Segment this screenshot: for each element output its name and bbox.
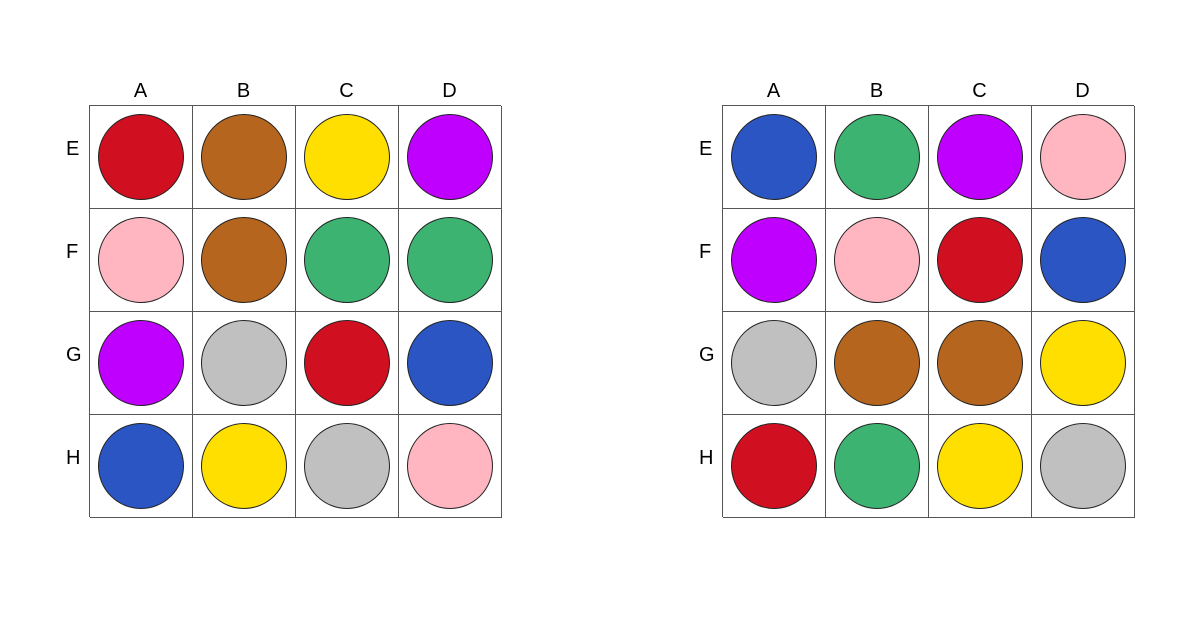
yellow-circle-piece[interactable]: [201, 423, 287, 509]
board-grid: [722, 105, 1135, 518]
cell-ch[interactable]: [296, 415, 399, 518]
cell-ag[interactable]: [723, 312, 826, 415]
column-label-d: D: [442, 80, 457, 102]
pink-circle-piece[interactable]: [407, 423, 493, 509]
row-label-f: F: [66, 241, 79, 263]
row-label-f: F: [699, 241, 712, 263]
red-circle-piece[interactable]: [304, 320, 390, 406]
cell-df[interactable]: [1032, 209, 1135, 312]
column-labels: A B C D: [89, 76, 501, 106]
right-board: A B C D E F G H: [693, 76, 1135, 521]
column-label-a: A: [766, 80, 781, 102]
green-circle-piece[interactable]: [407, 217, 493, 303]
cell-ae[interactable]: [90, 106, 193, 209]
cell-cf[interactable]: [929, 209, 1032, 312]
cell-bh[interactable]: [826, 415, 929, 518]
green-circle-piece[interactable]: [304, 217, 390, 303]
cell-ch[interactable]: [929, 415, 1032, 518]
row-labels: E F G H: [60, 105, 89, 517]
cell-bg[interactable]: [826, 312, 929, 415]
purple-circle-piece[interactable]: [407, 114, 493, 200]
cell-bg[interactable]: [193, 312, 296, 415]
column-label-b: B: [236, 80, 251, 102]
cell-ah[interactable]: [90, 415, 193, 518]
cell-de[interactable]: [399, 106, 502, 209]
red-circle-piece[interactable]: [98, 114, 184, 200]
left-board: A B C D E F G H: [60, 76, 502, 521]
purple-circle-piece[interactable]: [98, 320, 184, 406]
cell-ag[interactable]: [90, 312, 193, 415]
cell-cg[interactable]: [929, 312, 1032, 415]
column-labels: A B C D: [722, 76, 1134, 106]
row-label-g: G: [66, 344, 82, 366]
column-label-b: B: [869, 80, 884, 102]
row-label-h: H: [699, 447, 714, 469]
gray-circle-piece[interactable]: [1040, 423, 1126, 509]
brown-circle-piece[interactable]: [201, 217, 287, 303]
blue-circle-piece[interactable]: [98, 423, 184, 509]
red-circle-piece[interactable]: [731, 423, 817, 509]
cell-ce[interactable]: [296, 106, 399, 209]
cell-af[interactable]: [90, 209, 193, 312]
pink-circle-piece[interactable]: [834, 217, 920, 303]
row-label-h: H: [66, 447, 81, 469]
purple-circle-piece[interactable]: [937, 114, 1023, 200]
cell-dg[interactable]: [399, 312, 502, 415]
gray-circle-piece[interactable]: [731, 320, 817, 406]
cell-dg[interactable]: [1032, 312, 1135, 415]
board-grid: [89, 105, 502, 518]
cell-dh[interactable]: [1032, 415, 1135, 518]
cell-df[interactable]: [399, 209, 502, 312]
cell-af[interactable]: [723, 209, 826, 312]
yellow-circle-piece[interactable]: [304, 114, 390, 200]
green-circle-piece[interactable]: [834, 114, 920, 200]
column-label-d: D: [1075, 80, 1090, 102]
green-circle-piece[interactable]: [834, 423, 920, 509]
cell-bf[interactable]: [193, 209, 296, 312]
purple-circle-piece[interactable]: [731, 217, 817, 303]
column-label-c: C: [972, 80, 987, 102]
column-label-c: C: [339, 80, 354, 102]
row-labels: E F G H: [693, 105, 722, 517]
blue-circle-piece[interactable]: [407, 320, 493, 406]
cell-bf[interactable]: [826, 209, 929, 312]
row-label-e: E: [699, 138, 713, 160]
row-label-g: G: [699, 344, 715, 366]
cell-be[interactable]: [193, 106, 296, 209]
cell-cg[interactable]: [296, 312, 399, 415]
yellow-circle-piece[interactable]: [937, 423, 1023, 509]
cell-cf[interactable]: [296, 209, 399, 312]
cell-bh[interactable]: [193, 415, 296, 518]
cell-ae[interactable]: [723, 106, 826, 209]
blue-circle-piece[interactable]: [1040, 217, 1126, 303]
cell-dh[interactable]: [399, 415, 502, 518]
blue-circle-piece[interactable]: [731, 114, 817, 200]
brown-circle-piece[interactable]: [201, 114, 287, 200]
gray-circle-piece[interactable]: [304, 423, 390, 509]
red-circle-piece[interactable]: [937, 217, 1023, 303]
pink-circle-piece[interactable]: [1040, 114, 1126, 200]
cell-be[interactable]: [826, 106, 929, 209]
pink-circle-piece[interactable]: [98, 217, 184, 303]
row-label-e: E: [66, 138, 80, 160]
cell-ah[interactable]: [723, 415, 826, 518]
gray-circle-piece[interactable]: [201, 320, 287, 406]
yellow-circle-piece[interactable]: [1040, 320, 1126, 406]
cell-ce[interactable]: [929, 106, 1032, 209]
column-label-a: A: [133, 80, 148, 102]
brown-circle-piece[interactable]: [834, 320, 920, 406]
brown-circle-piece[interactable]: [937, 320, 1023, 406]
cell-de[interactable]: [1032, 106, 1135, 209]
